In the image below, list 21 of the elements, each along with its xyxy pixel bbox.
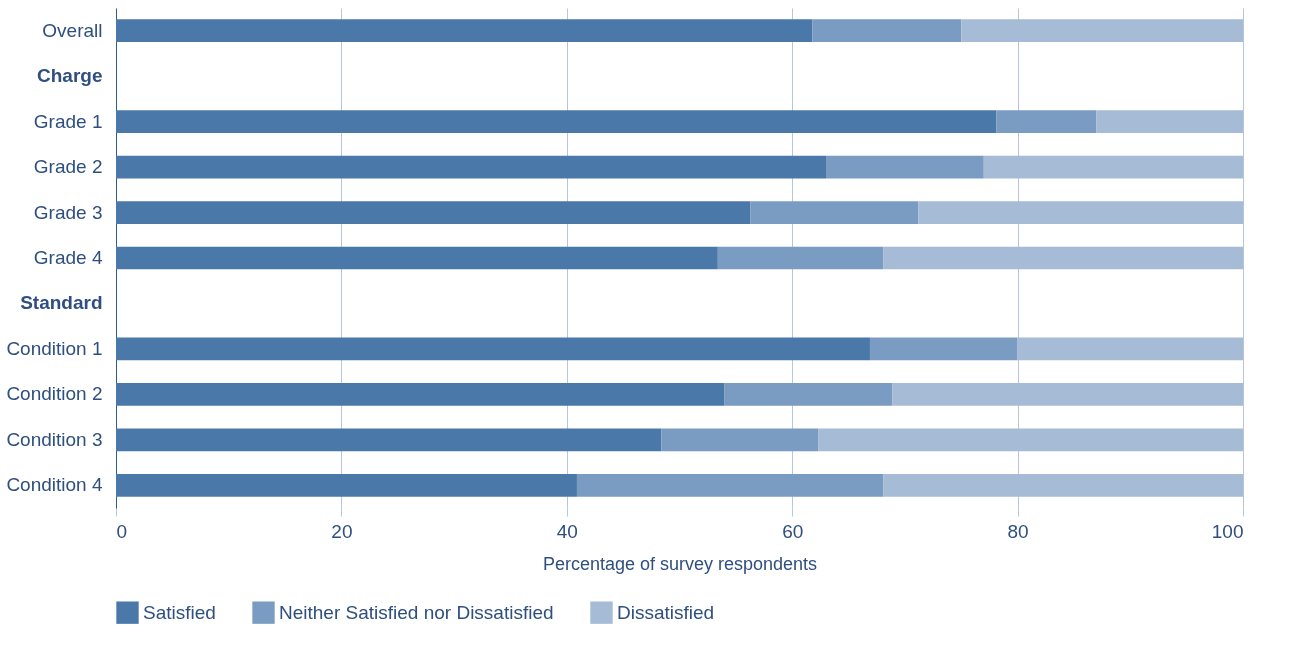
- y-tick-label: Charge: [37, 65, 103, 87]
- y-tick-label: Condition 4: [6, 474, 103, 496]
- x-tick-label: 60: [782, 520, 804, 542]
- y-tick-label: Grade 2: [33, 156, 103, 178]
- x-axis-title: Percentage of survey respondents: [542, 553, 818, 574]
- x-tick-label: 80: [1007, 520, 1029, 542]
- y-tick-label: Standard: [20, 292, 103, 314]
- x-tick-label: 40: [556, 520, 578, 542]
- y-tick-label: Condition 2: [6, 383, 103, 405]
- legend-label: Neither Satisfied nor Dissatisfied: [279, 601, 554, 623]
- y-tick-label: Grade 1: [33, 110, 103, 132]
- legend-label: Satisfied: [143, 601, 216, 623]
- y-tick-label: Condition 3: [6, 428, 103, 450]
- y-tick-label: Grade 4: [33, 247, 103, 268]
- x-tick-label: 20: [331, 520, 353, 542]
- y-tick-label: Grade 3: [33, 201, 103, 223]
- legend-label: Dissatisfied: [617, 601, 715, 623]
- x-tick-label: 0: [116, 520, 128, 542]
- x-tick-label: 100: [1211, 520, 1244, 542]
- y-tick-label: Condition 1: [6, 337, 103, 359]
- y-tick-label: Overall: [42, 19, 103, 41]
